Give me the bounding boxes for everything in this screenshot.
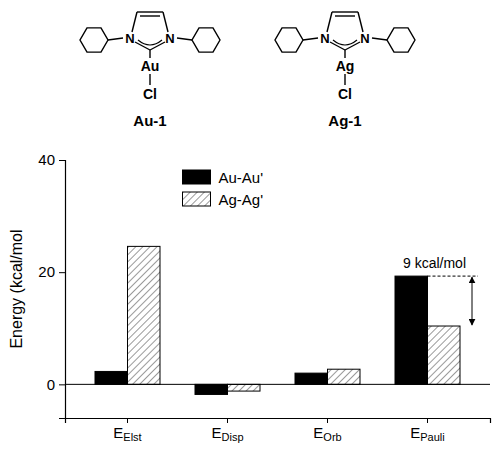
x-tick-label: EPauli [410, 424, 444, 443]
bar [128, 246, 161, 384]
y-axis: 0 20 40 [38, 151, 65, 418]
bond [335, 15, 355, 16]
bond [140, 15, 160, 16]
y-axis-title: Energy (kcal/mol [8, 229, 25, 348]
bar [395, 276, 428, 384]
legend-swatch [183, 170, 211, 184]
legend-label: Ag-Ag' [219, 191, 264, 208]
structure-label: Ag-1 [328, 112, 361, 129]
x-tick-label: EOrb [313, 424, 341, 443]
atom-label: N [320, 31, 329, 46]
annotation-text: 9 kcal/mol [403, 255, 466, 271]
y-tick: 20 [38, 263, 65, 280]
bond [332, 11, 358, 12]
y-tick-mark [59, 160, 65, 161]
atom-label: Ag [336, 58, 355, 74]
x-tick-label: EElst [113, 424, 141, 443]
legend-entry: Au-Au' [183, 169, 264, 186]
x-tick-mark [327, 418, 328, 423]
bond [358, 12, 363, 32]
bar [195, 384, 228, 394]
structure-label: Au-1 [133, 112, 166, 129]
bond [303, 38, 318, 40]
atom-label: Cl [338, 86, 352, 102]
x-tick: EPauli [410, 418, 444, 443]
bond [132, 12, 137, 32]
molecule: N N Au Cl Au-1 [80, 12, 220, 129]
cyclohexyl [387, 28, 415, 52]
y-tick: 40 [38, 151, 65, 168]
y-tick-mark [59, 384, 65, 385]
atom-label: Au [141, 58, 160, 74]
cyclohexyl [275, 28, 303, 52]
y-tick-label: 0 [47, 376, 55, 393]
y-tick-label: 40 [38, 151, 55, 168]
molecule: N N Ag Cl Ag-1 [275, 12, 415, 129]
atom-label: N [125, 31, 134, 46]
atom-label: N [165, 31, 174, 46]
x-tick-mark [227, 418, 228, 423]
bar [328, 369, 361, 384]
y-axis-line [59, 161, 66, 419]
bond [344, 74, 345, 85]
atom-label: Cl [143, 86, 157, 102]
y-tick-mark [59, 272, 65, 273]
bond [372, 38, 387, 40]
bond [137, 11, 163, 12]
bar [295, 373, 328, 384]
x-tick-mark [427, 418, 428, 423]
bond [108, 38, 123, 40]
y-tick: 0 [47, 376, 65, 393]
y-tick-label: 20 [38, 263, 55, 280]
bar [228, 384, 261, 391]
x-axis-line [66, 419, 491, 424]
cyclohexyl [80, 28, 108, 52]
x-tick: EDisp [211, 418, 243, 443]
bond [149, 50, 150, 58]
annotation: 9 kcal/mol [403, 255, 478, 325]
bar [428, 326, 461, 384]
chart-svg: NNAuClAu-1NNAgClAg-102040EElstEDispEOrbE… [0, 0, 500, 451]
delocalization-arc [138, 40, 162, 45]
bond [149, 74, 150, 85]
x-tick: EOrb [313, 418, 341, 443]
x-axis: EElst EDisp EOrb EPauli [66, 418, 491, 443]
legend-entry: Ag-Ag' [183, 191, 264, 208]
atom-label: N [360, 31, 369, 46]
legend: Au-Au' Ag-Ag' [183, 169, 264, 208]
x-tick-label: EDisp [211, 424, 243, 443]
delocalization-arc [333, 40, 357, 45]
x-tick: EElst [113, 418, 141, 443]
difference-arrow [472, 277, 473, 325]
bond [177, 38, 192, 40]
baseline [65, 384, 490, 385]
bond [344, 50, 345, 58]
x-tick-mark [127, 418, 128, 423]
cyclohexyl [192, 28, 220, 52]
bond [163, 12, 168, 32]
bond [327, 12, 332, 32]
legend-swatch [183, 192, 211, 206]
legend-label: Au-Au' [219, 169, 264, 186]
figure: NNAuClAu-1NNAgClAg-102040EElstEDispEOrbE… [0, 0, 500, 451]
bar [95, 371, 128, 384]
annotation-dashed-line [428, 276, 479, 277]
